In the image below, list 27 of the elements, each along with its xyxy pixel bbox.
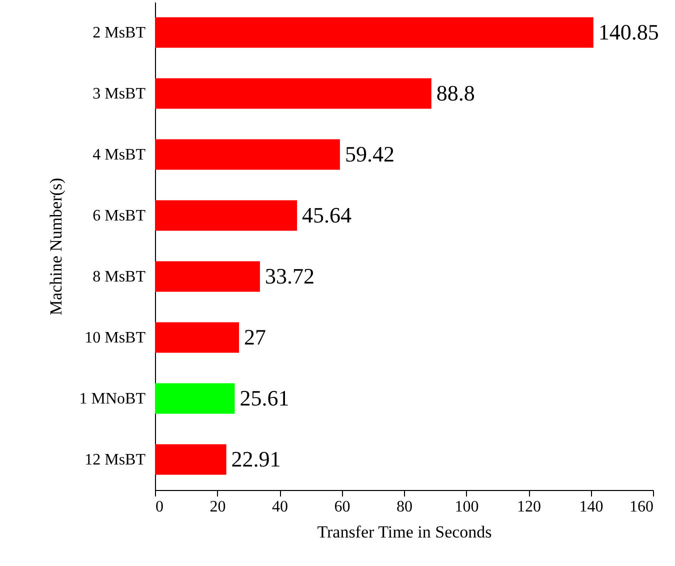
x-tick-label: 60	[334, 498, 350, 516]
data-label: 22.91	[231, 446, 281, 472]
data-label: 45.64	[302, 202, 352, 228]
x-tick-label: 0	[156, 498, 164, 516]
y-tick-label: 3 MsBT	[92, 86, 146, 102]
x-axis-title: Transfer Time in Seconds	[317, 522, 492, 542]
y-tick-label: 1 MNoBT	[79, 390, 146, 408]
x-tick-label: 80	[396, 498, 412, 516]
y-tick-label: 4 MsBT	[92, 146, 146, 164]
x-tick-label: 100	[454, 498, 479, 516]
y-tick-label: 10 MsBT	[84, 330, 146, 346]
data-label: 88.8	[436, 80, 475, 106]
x-tick-label: 40	[272, 498, 288, 516]
x-tick-label: 20	[210, 498, 226, 516]
y-tick-label: 6 MsBT	[92, 208, 146, 224]
data-label: 25.61	[240, 386, 290, 410]
data-label: 27	[244, 324, 266, 350]
x-tick-label: 140	[579, 498, 604, 516]
x-tick-label: 160	[630, 498, 654, 516]
y-axis-title: Machine Number(s)	[46, 178, 66, 316]
y-tick-label: 12 MsBT	[84, 452, 146, 468]
x-tick-label: 120	[517, 498, 541, 516]
data-label: 59.42	[344, 142, 394, 166]
y-tick-label: 8 MsBT	[92, 268, 146, 286]
y-tick-label: 2 MsBT	[92, 24, 146, 42]
data-label: 140.85	[598, 20, 659, 44]
data-label: 33.72	[264, 264, 314, 288]
